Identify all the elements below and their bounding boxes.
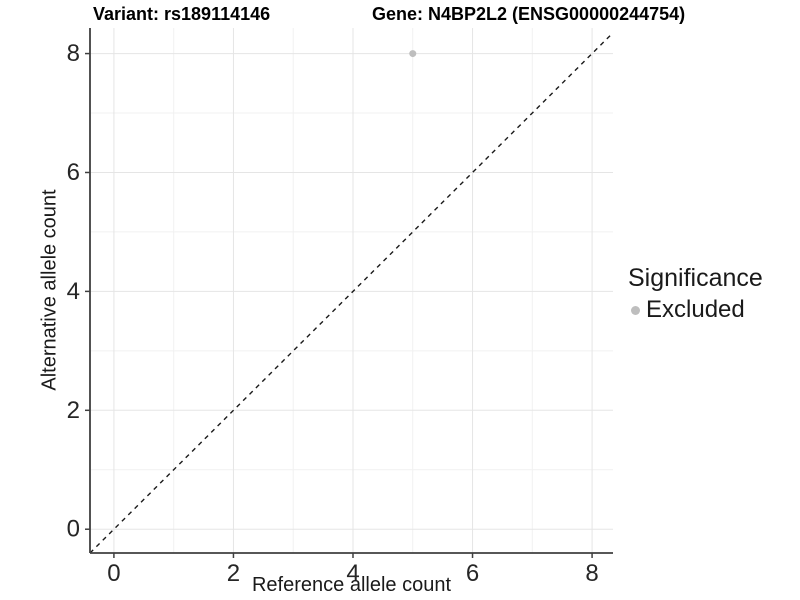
plot-panel xyxy=(90,28,613,553)
y-tick-label: 2 xyxy=(67,397,80,424)
legend-item-excluded: Excluded xyxy=(628,296,763,324)
x-tick-label: 2 xyxy=(227,560,240,587)
legend-title: Significance xyxy=(628,264,763,292)
x-tick-label: 6 xyxy=(466,560,479,587)
identity-line xyxy=(89,32,614,554)
legend-item-label: Excluded xyxy=(646,296,745,323)
legend-key-dot-icon xyxy=(631,305,640,315)
y-tick-label: 8 xyxy=(67,40,80,67)
y-axis-title: Alternative allele count xyxy=(38,189,61,391)
x-tick-label: 4 xyxy=(346,560,359,587)
x-axis-title: Reference allele count xyxy=(251,574,451,596)
x-tick-label: 0 xyxy=(107,560,120,587)
y-tick-label: 0 xyxy=(67,516,80,543)
y-tick-label: 6 xyxy=(67,159,80,186)
legend: Significance Excluded xyxy=(628,264,763,324)
plot-title-variant: Variant: rs189114146 xyxy=(93,4,271,24)
data-point xyxy=(409,50,417,58)
y-tick-label: 4 xyxy=(67,278,80,305)
plot-title-gene: Gene: N4BP2L2 (ENSG00000244754) xyxy=(372,4,686,24)
x-tick-label: 8 xyxy=(585,560,598,587)
